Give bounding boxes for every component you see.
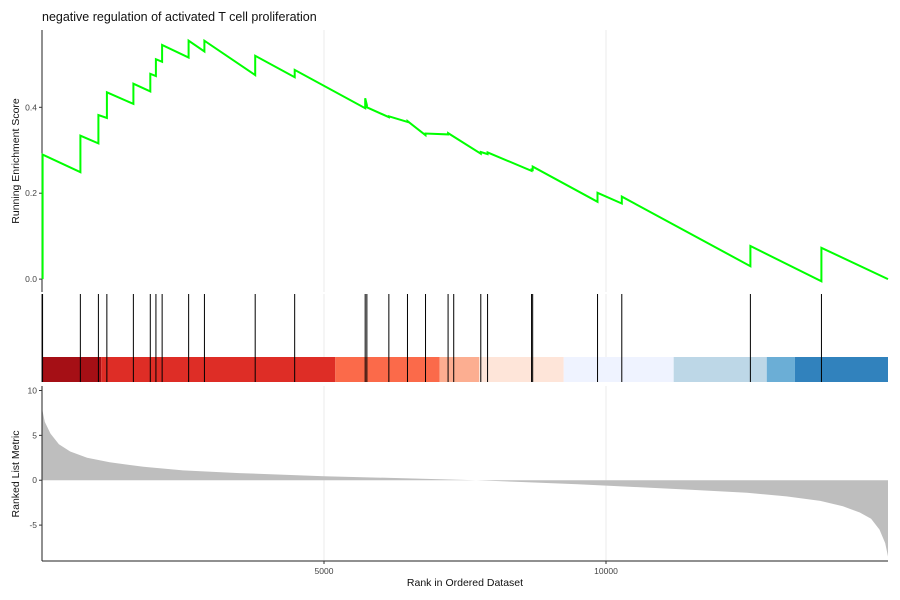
- x-axis-label: Rank in Ordered Dataset: [407, 577, 523, 589]
- color-bar-segment: [439, 357, 480, 382]
- running-score-grid: [323, 30, 607, 292]
- running-score-y-label: Running Enrichment Score: [10, 98, 22, 224]
- x-tick-label: 10000: [594, 566, 618, 576]
- hits-panel: [41, 294, 888, 382]
- y-tick-label: 0.0: [25, 274, 37, 284]
- x-axis-ticks: 5000 10000: [315, 561, 618, 576]
- chart-title: negative regulation of activated T cell …: [42, 10, 317, 24]
- x-tick-label: 5000: [315, 566, 334, 576]
- running-score-line: [41, 38, 889, 283]
- y-tick-label: 0.2: [25, 188, 37, 198]
- color-bar-segment: [766, 357, 795, 382]
- ranked-metric-y-label: Ranked List Metric: [10, 431, 22, 518]
- running-score-y-ticks: 0.0 0.2 0.4: [25, 102, 42, 284]
- y-tick-label: 0.4: [25, 102, 37, 112]
- color-bar-segment: [335, 357, 440, 382]
- color-bar-segment: [42, 357, 102, 382]
- ranked-metric-area: [42, 408, 888, 557]
- ranked-metric-panel: -5 0 5 10 5000 10000 Ranked List Metric Rank…: [10, 385, 888, 589]
- color-bar-segment: [563, 357, 674, 382]
- y-tick-label: 0: [32, 475, 37, 485]
- y-tick-label: 5: [32, 430, 37, 440]
- ranked-metric-y-ticks: -5 0 5 10: [28, 385, 42, 530]
- hit-ticks: [42, 294, 822, 382]
- y-tick-label: -5: [29, 520, 37, 530]
- color-bar-segment: [479, 357, 564, 382]
- color-bar-segment: [794, 357, 888, 382]
- y-tick-label: 10: [28, 385, 38, 395]
- color-bar-segment: [673, 357, 767, 382]
- color-bar-segment: [101, 357, 336, 382]
- ranked-metric-grid: [323, 386, 607, 561]
- running-score-panel: 0.0 0.2 0.4 Running Enrichment Score: [10, 30, 889, 292]
- rank-color-bar: [42, 357, 888, 382]
